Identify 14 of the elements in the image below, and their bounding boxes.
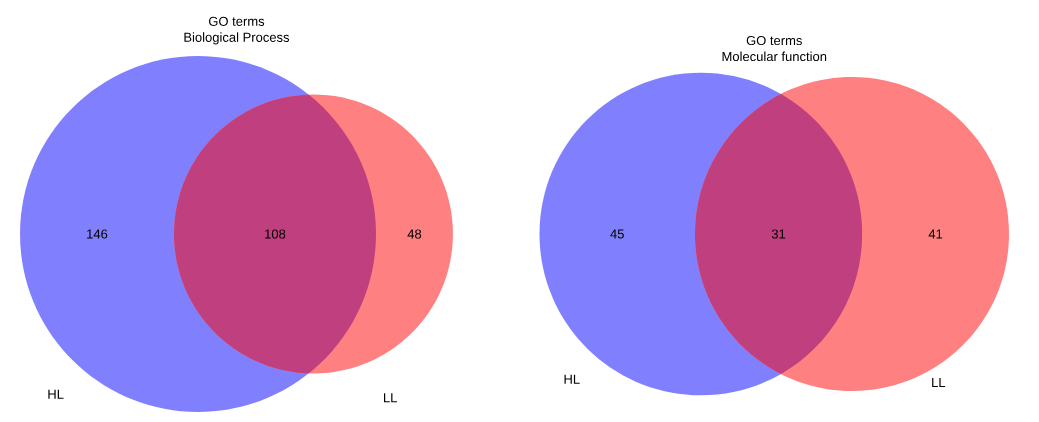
category-label: LL bbox=[384, 393, 397, 403]
data-label: 48 bbox=[407, 229, 422, 239]
data-label: 41 bbox=[928, 229, 943, 239]
category-label: HL bbox=[564, 374, 580, 384]
category-label: HL bbox=[48, 389, 64, 399]
data-label: 45 bbox=[610, 229, 624, 239]
data-label: 108 bbox=[265, 229, 286, 239]
data-label: 146 bbox=[87, 229, 108, 239]
text: GO terms bbox=[208, 16, 265, 26]
data-label: 31 bbox=[771, 229, 786, 239]
text: GO terms bbox=[746, 35, 802, 46]
text: Biological Process bbox=[184, 32, 290, 45]
text: Molecular function bbox=[722, 51, 827, 62]
category-label: LL bbox=[932, 377, 946, 387]
